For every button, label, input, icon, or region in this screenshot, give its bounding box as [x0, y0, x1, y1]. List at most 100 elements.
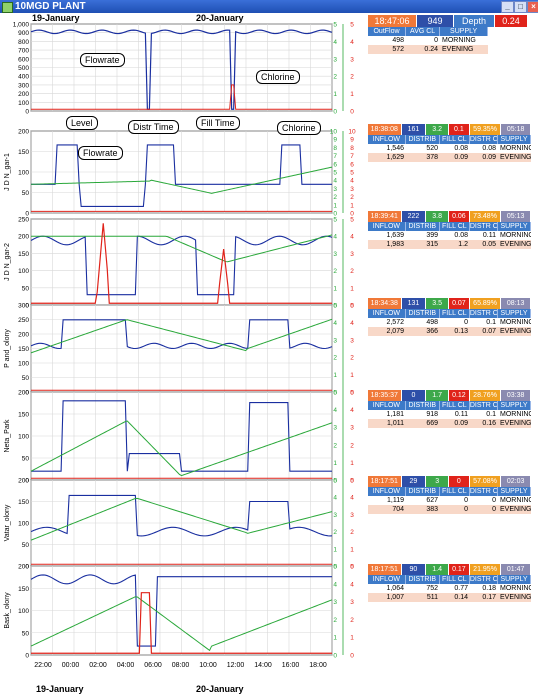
y-tick-label: 150	[18, 412, 29, 419]
right-tick-label-red: 4	[350, 234, 354, 241]
zone-data-cell: MORNING	[500, 411, 531, 418]
plant-outflow-evening: 572	[392, 46, 404, 53]
zone-level: 0	[401, 390, 427, 401]
flow-trace	[30, 574, 332, 647]
right-tick-label-red: 1	[350, 202, 354, 209]
zone-data-cell: 520	[426, 145, 438, 152]
zone-data-cell: EVENING	[500, 506, 531, 513]
zone-data-cell: 0.11	[482, 232, 496, 239]
right-tick-label: 0	[333, 478, 337, 485]
y-tick-label: 300	[18, 303, 29, 310]
zone-header-cell: SUPPLY	[498, 575, 531, 584]
zone-fill: 3.5	[426, 298, 449, 309]
zone-data-cell: 511	[426, 594, 438, 601]
level-trace	[30, 497, 333, 541]
zone-header-cell: DISTRIB	[406, 135, 440, 144]
right-tick-label-red: 5	[350, 478, 354, 485]
right-tick-label: 0	[333, 653, 337, 660]
zone-summary: 18:35:37 0 1.7 0.12 28.76% 03:38 INFLOW DISTRIB…	[368, 390, 531, 428]
y-tick-label: 200	[18, 478, 29, 485]
zone-cl: 0.07	[449, 298, 470, 309]
plant-time: 18:47:06	[368, 15, 417, 27]
right-tick-label: 0	[333, 109, 337, 116]
zone-data-row: 1,064 752 0.77 0.18 MORNING	[368, 584, 531, 593]
zone-data-cell: 1,546	[386, 145, 404, 152]
close-button[interactable]: ×	[527, 1, 538, 13]
zone-time: 18:17:51	[368, 476, 402, 487]
zone-data-cell: 918	[426, 411, 438, 418]
plant-avgcl-morning: 0	[434, 37, 438, 44]
zone-data-cell: EVENING	[500, 154, 531, 161]
y-tick-label: 500	[18, 65, 29, 72]
zone-fill: 3	[426, 476, 449, 487]
y-tick-label: 0	[25, 211, 29, 218]
zone-data-cell: 0	[464, 497, 468, 504]
zone-data-cell: EVENING	[500, 241, 531, 248]
right-tick-label: 4	[333, 178, 337, 185]
zone-data-row: 1,011 669 0.09 0.16 EVENING	[368, 419, 531, 428]
zone-fill: 1.4	[426, 564, 449, 575]
zone-header-cell: DISTR CL	[469, 575, 498, 584]
right-tick-label-red: 1	[350, 372, 354, 379]
right-tick-label: 5	[333, 390, 337, 397]
panel-y-label: Neta_Park	[4, 419, 11, 453]
zone-data-cell: 378	[426, 154, 438, 161]
zone-data-cell: MORNING	[500, 232, 531, 239]
plant-level: 949	[417, 15, 454, 27]
zone-time: 18:17:51	[368, 564, 402, 575]
right-tick-label: 2	[333, 194, 337, 201]
app-icon	[2, 2, 13, 13]
right-tick-label-red: 10	[348, 129, 356, 136]
panel-y-label: J D N_gar-2	[4, 243, 11, 281]
zone-header-cell: DISTRIB	[406, 401, 440, 410]
zone-duration: 08:13	[501, 298, 531, 309]
zone-data-cell: 0.09	[454, 420, 468, 427]
minimize-button[interactable]: _	[501, 1, 514, 13]
callout-fill-time: Fill Time	[196, 116, 240, 130]
right-tick-label-red: 1	[350, 546, 354, 553]
zone-data-cell: 0.16	[482, 420, 496, 427]
level-trace	[30, 420, 333, 477]
panel-y-label: J D N_gar-1	[4, 153, 11, 191]
plant-header-supply: SUPPLY	[440, 27, 488, 36]
right-tick-label-red: 4	[350, 407, 354, 414]
right-tick-label: 1	[333, 635, 337, 642]
x-tick-label: 06:00	[144, 662, 162, 669]
right-tick-label-red: 1	[350, 285, 354, 292]
y-tick-label: 200	[18, 332, 29, 339]
y-tick-label: 900	[18, 30, 29, 37]
zone-header-cell: FILL CL	[440, 135, 470, 144]
y-tick-label: 200	[18, 564, 29, 571]
zone-data-cell: 0.07	[482, 328, 496, 335]
right-tick-label-red: 0	[350, 564, 354, 571]
y-tick-label: 250	[18, 217, 29, 224]
right-tick-label-red: 0	[350, 211, 354, 218]
right-tick-label: 3	[333, 337, 337, 344]
right-tick-label: 4	[333, 407, 337, 414]
callout-flowrate: Flowrate	[80, 53, 125, 67]
level-trace	[30, 596, 333, 652]
zone-data-cell: MORNING	[500, 585, 531, 592]
zone-data-cell: 0.14	[454, 594, 468, 601]
zone-percent: 59.35%	[469, 124, 502, 135]
date-label-top-right: 20-January	[196, 13, 244, 23]
zone-time: 18:35:37	[368, 390, 402, 401]
zone-header-cell: INFLOW	[368, 575, 406, 584]
callout-chlorine: Chlorine	[256, 70, 300, 84]
right-tick-label-red: 4	[350, 39, 354, 46]
title-bar: 10MGD PLANT _ □ ×	[0, 0, 538, 13]
y-tick-label: 100	[18, 521, 29, 528]
maximize-button[interactable]: □	[514, 1, 527, 13]
right-tick-label: 2	[333, 617, 337, 624]
plant-supply-morning: MORNING	[442, 37, 476, 44]
zone-cl: 0.17	[449, 564, 470, 575]
zone-header-cell: SUPPLY	[498, 401, 531, 410]
y-tick-label: 600	[18, 56, 29, 63]
right-tick-label-red: 5	[350, 217, 354, 224]
right-tick-label: 4	[333, 320, 337, 327]
zone-header-cell: FILL CL	[440, 487, 470, 496]
right-tick-label: 4	[333, 581, 337, 588]
right-tick-label-red: 3	[350, 56, 354, 63]
x-tick-label: 14:00	[254, 662, 272, 669]
zone-percent: 21.95%	[469, 564, 502, 575]
